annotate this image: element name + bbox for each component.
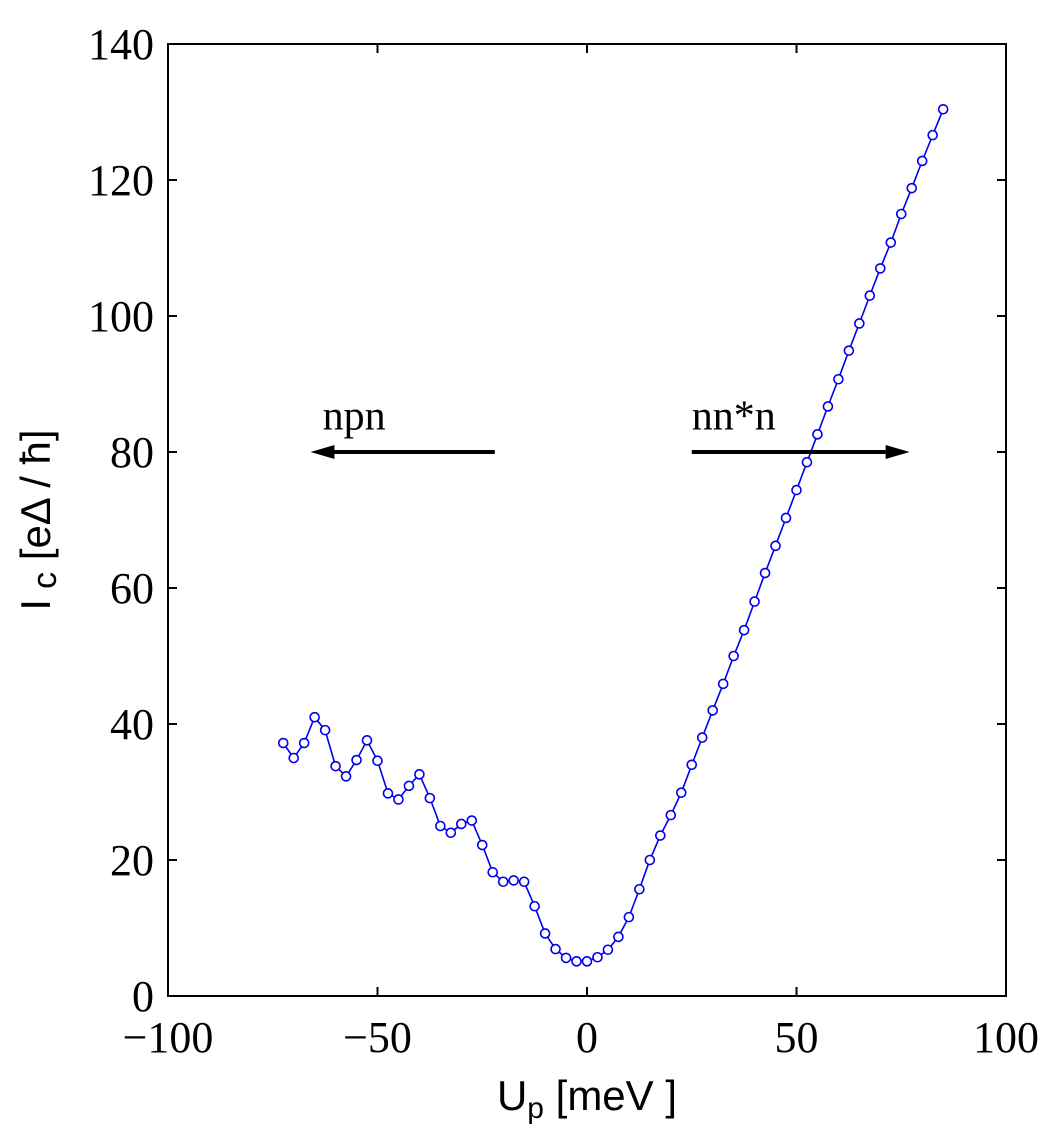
data-point [372,755,383,767]
data-point [854,318,865,329]
data-point [393,794,404,805]
data-point [592,951,603,963]
data-point [822,401,834,412]
data-point [330,760,341,772]
data-point [728,650,739,662]
data-point [675,787,687,798]
x-tick-labels: −100 −50 0 50 100 [123,1013,1039,1062]
data-point [351,754,362,766]
y-tick-label: 60 [110,564,154,613]
data-point [382,788,394,799]
data-point [435,820,446,832]
x-tick-label: −50 [343,1013,412,1062]
y-tick-label: 120 [88,156,154,205]
annotation-label: npn [323,394,386,440]
x-axis-title: Up [meV ] [497,1072,677,1125]
data-point [539,928,551,939]
data-point [414,769,425,780]
annotation-arrow-head [310,445,335,459]
y-axis-title-main: I [12,599,59,611]
x-axis-title-unit: [meV ] [544,1072,677,1119]
data-point [770,540,781,552]
data-point [340,771,352,782]
data-point [717,678,729,690]
data-point [738,624,750,636]
data-point [445,827,457,839]
y-tick-label: 80 [110,428,154,477]
y-tick-label: 0 [132,972,154,1021]
y-tick-label: 20 [110,836,154,885]
data-point [529,900,540,912]
data-point [634,883,645,895]
data-point [623,911,635,923]
series-line [282,108,944,963]
data-point [833,373,844,385]
data-point [801,456,813,468]
data-point [309,711,320,723]
data-point [885,237,897,248]
data-point [843,345,855,356]
data-point [455,818,467,830]
x-axis-title-main: U [497,1072,527,1119]
data-point [550,943,561,955]
annotation-arrow-head [885,445,910,459]
x-tick-label: 50 [775,1013,819,1062]
data-point [696,732,708,743]
data-point [759,567,771,579]
x-axis-title-sub: p [527,1092,544,1125]
data-point [665,809,677,821]
data-point [812,429,823,440]
data-point [916,155,928,167]
data-point [927,129,938,141]
data-point [319,724,331,736]
data-point [476,839,488,851]
data-point [288,752,300,764]
annotation-label: nn*n [692,394,776,440]
data-point [644,854,656,866]
data-point [403,780,415,792]
x-tick-label: −100 [123,1013,214,1062]
data-point [937,103,949,115]
data-point [686,759,698,771]
data-point [571,956,582,967]
data-point [906,182,918,194]
x-tick-label: 100 [973,1013,1039,1062]
x-tick-label: 0 [576,1013,598,1062]
plot-area [167,43,1007,997]
data-point [497,876,509,888]
data-point [277,737,289,749]
data-point [424,792,436,804]
data-point [895,208,907,220]
annotations: npn nn*n [310,394,910,459]
data-point [298,737,310,749]
data-point [874,263,886,274]
data-point [508,875,519,886]
data-point [602,944,614,956]
data-point [780,512,792,524]
data-point [791,484,802,496]
y-axis-title-unit: [eΔ / ħ] [12,429,59,571]
data-point [560,952,572,964]
y-tick-label: 140 [88,20,154,69]
data-point [864,290,876,301]
series-group [277,103,949,967]
data-point [361,735,373,746]
axis-ticks [167,43,1007,997]
y-tick-label: 100 [88,292,154,341]
data-point [613,931,624,943]
data-point [518,876,530,888]
y-axis-title: Ic [eΔ / ħ] [12,429,64,610]
y-tick-labels: 0 20 40 60 80 100 120 140 [88,20,154,1021]
data-point [581,956,593,967]
data-point [707,705,719,716]
y-axis-title-sub: c [26,572,64,589]
y-tick-label: 40 [110,700,154,749]
data-point [749,596,760,607]
data-point [487,866,499,878]
data-point [466,815,478,826]
data-point [655,830,666,841]
